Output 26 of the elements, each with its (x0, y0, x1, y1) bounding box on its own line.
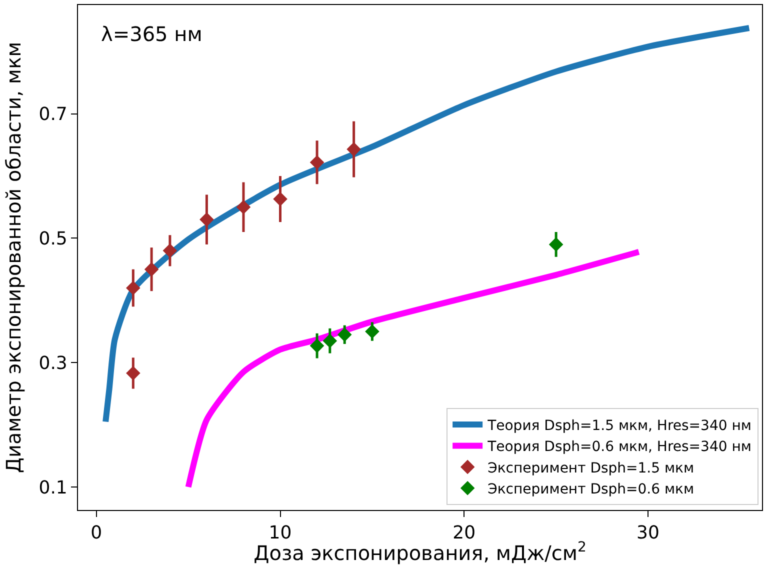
legend-label: Теория Dsph=0.6 мкм, Hres=340 нм (486, 439, 752, 456)
point (365, 324, 380, 339)
x-tick-label: 0 (90, 522, 102, 544)
point (322, 334, 338, 348)
point (337, 327, 352, 342)
point (548, 237, 564, 252)
annotation: λ=365 нм (101, 22, 202, 46)
point (273, 192, 288, 206)
y-tick-label: 0.5 (38, 228, 68, 250)
point (162, 244, 178, 258)
legend-label: Эксперимент Dsph=1.5 мкм (488, 460, 694, 476)
point (200, 212, 214, 227)
x-tick-label: 30 (636, 522, 660, 544)
point (144, 262, 159, 276)
y-tick-label: 0.1 (38, 477, 68, 498)
point (310, 155, 324, 170)
y-tick-label: 0.3 (38, 352, 68, 374)
point (310, 338, 324, 353)
point (126, 366, 140, 380)
legend-label: Эксперимент Dsph=0.6 мкм (488, 482, 694, 498)
y-tick-label: 0.7 (38, 104, 68, 126)
point (236, 200, 251, 214)
point (126, 280, 140, 296)
point (346, 142, 361, 156)
legend-label: Теория Dsph=1.5 мкм, Hres=340 нм (486, 418, 752, 434)
y-axis-title: Диаметр экспонированной области, мкм (1, 42, 26, 474)
